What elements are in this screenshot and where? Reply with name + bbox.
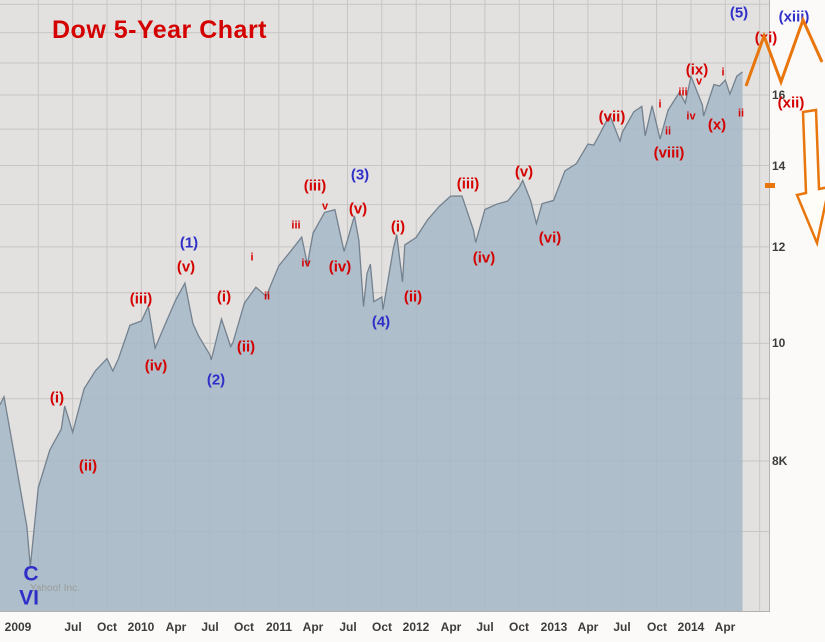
wave-label: (i) — [49, 389, 65, 407]
wave-label: (5) — [729, 4, 749, 22]
wave-label: i — [658, 98, 662, 111]
x-tick-label: Oct — [233, 620, 255, 634]
wave-label: iv — [301, 257, 311, 270]
x-tick-label: Apr — [577, 620, 599, 634]
x-tick-label: Apr — [440, 620, 462, 634]
wave-label: (xii) — [777, 94, 805, 112]
x-tick-label: Oct — [96, 620, 118, 634]
wave-label: (iii) — [303, 177, 327, 195]
wave-label: (ix) — [685, 61, 709, 79]
x-tick-label: Apr — [714, 620, 736, 634]
wave-label: (4) — [371, 313, 391, 331]
wave-label: ii — [737, 107, 745, 120]
x-tick-label: Apr — [302, 620, 324, 634]
wave-label: (ii) — [78, 457, 98, 475]
y-tick-label: 10 — [772, 336, 786, 350]
projection-tick — [765, 183, 775, 188]
x-tick-label: 2014 — [677, 620, 705, 634]
wave-label: iv — [686, 110, 696, 123]
x-tick-label: Oct — [646, 620, 668, 634]
x-tick-label: Apr — [165, 620, 187, 634]
x-tick-label: Jul — [201, 620, 219, 634]
wave-label: i — [721, 66, 725, 79]
wave-label: (v) — [348, 200, 368, 218]
y-tick-label: 16 — [772, 88, 786, 102]
x-tick-label: 2013 — [540, 620, 568, 634]
wave-label: (vi) — [538, 229, 562, 247]
x-tick-label: Jul — [613, 620, 631, 634]
wave-label: iii — [678, 86, 688, 99]
y-tick-label: 8K — [772, 454, 788, 468]
wave-label: (iii) — [456, 175, 480, 193]
x-tick-label: Jul — [64, 620, 82, 634]
chart-title: Dow 5-Year Chart — [52, 16, 268, 44]
wave-label: v — [695, 75, 703, 88]
wave-label: (2) — [206, 371, 226, 389]
wave-label: iii — [291, 219, 301, 232]
wave-label: (ii) — [403, 288, 423, 306]
wave-label: (3) — [350, 166, 370, 184]
wave-label: v — [321, 200, 329, 213]
wave-label: ii — [664, 125, 672, 138]
wave-label: (iv) — [328, 258, 352, 276]
wave-label: (vii) — [598, 108, 626, 126]
x-tick-label: Oct — [508, 620, 530, 634]
wave-label: (viii) — [653, 144, 685, 162]
wave-label: (i) — [390, 218, 406, 236]
watermark: Yahoo! Inc. — [30, 583, 80, 594]
x-tick-label: Jul — [339, 620, 357, 634]
x-tick-label: 2010 — [127, 620, 155, 634]
wave-label: (ii) — [236, 338, 256, 356]
wave-label: (iv) — [144, 357, 168, 375]
wave-label: (v) — [514, 163, 534, 181]
wave-label: (1) — [179, 234, 199, 252]
wave-label: ii — [263, 290, 271, 303]
price-line — [0, 71, 743, 567]
x-tick-label: Oct — [371, 620, 393, 634]
wave-label: (iv) — [472, 249, 496, 267]
y-tick-label: 14 — [772, 159, 786, 173]
wave-label: C — [23, 562, 39, 586]
wave-label: i — [250, 251, 254, 264]
wave-label: (v) — [176, 258, 196, 276]
wave-label: VI — [19, 586, 39, 610]
crash-down-arrow-icon — [795, 108, 825, 248]
x-tick-label: Jul — [476, 620, 494, 634]
wave-label: (x) — [707, 116, 727, 134]
x-tick-label: 2009 — [4, 620, 32, 634]
projection-zigzag — [744, 15, 824, 87]
price-area — [0, 71, 743, 612]
x-tick-label: 2012 — [402, 620, 430, 634]
y-tick-label: 12 — [772, 240, 786, 254]
x-tick-label: 2011 — [265, 620, 293, 634]
wave-label: (iii) — [129, 290, 153, 308]
wave-label: (i) — [216, 288, 232, 306]
